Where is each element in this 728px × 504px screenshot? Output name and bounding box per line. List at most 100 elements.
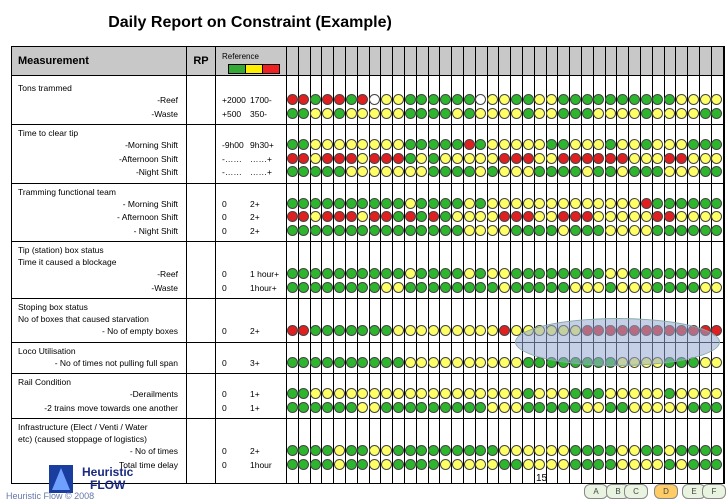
status-dot xyxy=(380,388,392,399)
logo-line1: Heuristic xyxy=(82,465,134,479)
grid-column-line xyxy=(545,47,547,483)
threshold-low: +2000 xyxy=(222,95,246,105)
status-dot xyxy=(463,139,475,150)
section-separator xyxy=(12,182,724,184)
status-dot xyxy=(581,401,593,413)
status-dot xyxy=(498,458,510,470)
section-sublabel: etc) (caused stoppage of logistics) xyxy=(18,434,147,444)
status-dot xyxy=(569,401,581,413)
status-dot xyxy=(640,445,652,456)
grid-column-line xyxy=(486,47,488,483)
status-dot xyxy=(357,356,369,368)
status-dot xyxy=(534,107,546,119)
status-dot xyxy=(569,224,581,236)
grid-column-line xyxy=(498,47,500,483)
grid-column-line xyxy=(604,47,606,483)
status-dot xyxy=(439,268,451,279)
status-dot xyxy=(475,268,487,279)
status-dot xyxy=(569,139,581,150)
status-dot xyxy=(380,166,392,177)
status-dot xyxy=(298,281,310,293)
status-dot xyxy=(546,458,558,470)
status-dot xyxy=(439,445,451,456)
threshold-high: ……+ xyxy=(250,167,272,177)
status-dot xyxy=(616,107,628,119)
status-dot xyxy=(498,152,510,164)
status-dot xyxy=(286,388,298,399)
status-dot xyxy=(522,211,534,222)
threshold-low: 0 xyxy=(222,357,227,368)
status-dot xyxy=(416,211,428,222)
status-dot xyxy=(298,356,310,368)
row-label: -Afternoon Shift xyxy=(118,153,178,164)
status-dot xyxy=(605,224,617,236)
status-dot xyxy=(369,268,381,279)
status-dot xyxy=(593,166,605,177)
status-dot xyxy=(310,197,322,209)
status-dot xyxy=(699,139,711,150)
status-dot xyxy=(581,94,593,105)
status-dot xyxy=(286,197,298,209)
status-dot xyxy=(333,139,345,150)
status-dot xyxy=(628,211,640,222)
status-dot xyxy=(664,224,676,236)
status-dot xyxy=(463,197,475,209)
row-label: -Reef xyxy=(157,95,178,105)
status-dot xyxy=(380,211,392,222)
status-dot xyxy=(380,281,392,293)
status-dot xyxy=(498,211,510,222)
status-dot xyxy=(298,224,310,236)
status-dot xyxy=(369,197,381,209)
status-dot xyxy=(298,152,310,164)
status-dot xyxy=(593,139,605,150)
threshold-low: 0 xyxy=(222,225,227,236)
status-dot xyxy=(439,166,451,177)
status-dot xyxy=(286,401,298,413)
status-dot xyxy=(534,458,546,470)
grid-column-line xyxy=(651,47,653,483)
status-dot xyxy=(487,107,499,119)
logo-text: Heuristic FLOW xyxy=(82,466,133,492)
status-dot xyxy=(333,107,345,119)
status-dot xyxy=(534,388,546,399)
status-dot xyxy=(392,139,404,150)
status-dot xyxy=(345,401,357,413)
status-dot xyxy=(699,166,711,177)
grid-column-line xyxy=(628,47,630,483)
status-dot xyxy=(569,458,581,470)
threshold-high: 1700- xyxy=(250,95,272,105)
threshold-low: 0 xyxy=(222,282,227,293)
status-dot xyxy=(675,281,687,293)
status-dot xyxy=(451,107,463,119)
status-dot xyxy=(357,94,369,105)
status-dot xyxy=(310,139,322,150)
grid-column-line xyxy=(415,47,417,483)
status-dot xyxy=(475,139,487,150)
status-dot xyxy=(675,458,687,470)
status-dot xyxy=(546,445,558,456)
status-dot xyxy=(534,268,546,279)
section-separator xyxy=(12,418,724,419)
status-dot xyxy=(522,445,534,456)
row-label: -Morning Shift xyxy=(125,140,178,150)
status-dot xyxy=(416,401,428,413)
status-dot xyxy=(428,139,440,150)
status-dot xyxy=(522,224,534,236)
status-dot xyxy=(652,107,664,119)
status-dot xyxy=(581,107,593,119)
row-label: - No of empty boxes xyxy=(101,326,178,336)
status-dot xyxy=(546,211,558,222)
status-dot xyxy=(628,388,640,399)
heuristic-flow-logo xyxy=(46,462,76,496)
status-dot xyxy=(380,445,392,456)
status-dot xyxy=(416,458,428,470)
header-reference: Reference xyxy=(222,52,259,61)
status-dot xyxy=(652,458,664,470)
status-dot xyxy=(428,211,440,222)
status-dot xyxy=(522,139,534,150)
status-dot xyxy=(428,197,440,209)
status-dot xyxy=(428,356,440,368)
status-dot xyxy=(546,197,558,209)
status-dot xyxy=(475,281,487,293)
status-dot xyxy=(616,152,628,164)
